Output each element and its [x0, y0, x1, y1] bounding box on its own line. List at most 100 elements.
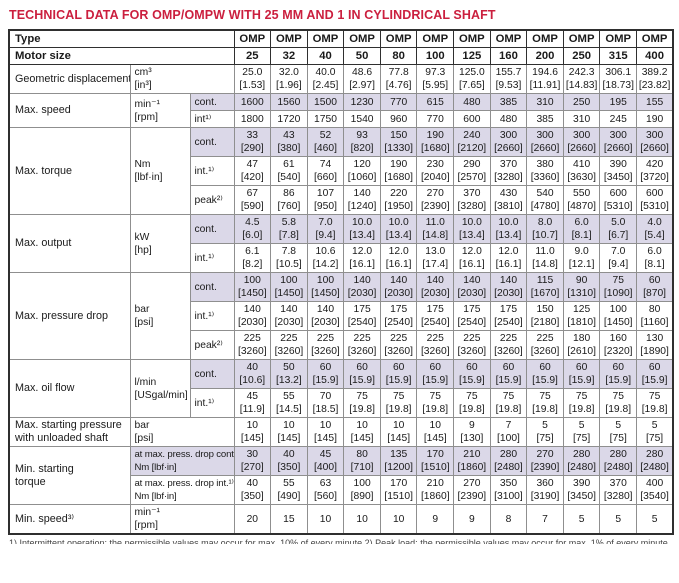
value-cell: 40 [10.6]: [233, 359, 272, 389]
value-cell: 45 [400]: [306, 446, 345, 476]
value-cell: 1750: [306, 110, 345, 128]
value-cell: 240 [2120]: [453, 127, 491, 157]
value-cell: 175 [2540]: [416, 301, 455, 331]
header-value: 200: [526, 47, 564, 65]
mode-cell: peak²⁾: [189, 185, 235, 215]
value-cell: 280 [2480]: [562, 446, 601, 476]
unit-cell: min⁻¹ [rpm]: [129, 93, 191, 128]
value-cell: 100 [1450]: [270, 272, 308, 302]
value-cell: 140 [2030]: [233, 301, 272, 331]
value-cell: 225 [3260]: [379, 330, 418, 360]
value-cell: 270 [2390]: [453, 475, 491, 505]
row-label: Max. starting pressure with unloaded shaf…: [8, 417, 131, 447]
value-cell: 140 [1240]: [343, 185, 381, 215]
value-cell: 615: [416, 93, 455, 111]
value-cell: 290 [2570]: [453, 156, 491, 186]
value-cell: 20: [233, 504, 272, 535]
value-cell: 140 [2030]: [489, 272, 528, 302]
header-value: OMP: [453, 29, 491, 48]
value-cell: 410 [3630]: [562, 156, 601, 186]
value-cell: 50 [13.2]: [270, 359, 308, 389]
header-value: 25: [233, 47, 272, 65]
value-cell: 5 [75]: [599, 417, 638, 447]
value-cell: 7.0 [9.4]: [599, 243, 638, 273]
mode-cell: int.¹⁾: [189, 388, 235, 418]
value-cell: 5: [599, 504, 638, 535]
value-cell: 10 [145]: [379, 417, 418, 447]
value-cell: 230 [2040]: [416, 156, 455, 186]
value-cell: 175 [2540]: [489, 301, 528, 331]
value-cell: 32.0 [1.96]: [270, 64, 308, 94]
unit-cell: Nm [lbf·in]: [129, 127, 191, 215]
value-cell: 9.0 [12.1]: [562, 243, 601, 273]
row-label: Max. oil flow: [8, 359, 131, 418]
value-cell: 480: [453, 93, 491, 111]
value-cell: 9: [416, 504, 455, 535]
header-value: OMP: [489, 29, 528, 48]
value-cell: 5: [636, 504, 674, 535]
value-cell: 60 [15.9]: [379, 359, 418, 389]
header-value: OMP: [270, 29, 308, 48]
value-cell: 75 [19.8]: [343, 388, 381, 418]
value-cell: 77.8 [4.76]: [379, 64, 418, 94]
value-cell: 150 [2180]: [526, 301, 564, 331]
value-cell: 7.8 [10.5]: [270, 243, 308, 273]
header-value: 250: [562, 47, 601, 65]
value-cell: 480: [489, 110, 528, 128]
value-cell: 370 [3280]: [599, 475, 638, 505]
value-cell: 225 [3260]: [233, 330, 272, 360]
mode-unit-cell: at max. press. drop int.¹⁾ Nm [lbf·in]: [129, 475, 235, 505]
value-cell: 60 [870]: [636, 272, 674, 302]
page-title: TECHNICAL DATA FOR OMP/OMPW WITH 25 MM A…: [9, 8, 496, 22]
value-cell: 225 [3260]: [453, 330, 491, 360]
value-cell: 300 [2660]: [562, 127, 601, 157]
value-cell: 33 [290]: [233, 127, 272, 157]
value-cell: 155: [636, 93, 674, 111]
value-cell: 25.0 [1.53]: [233, 64, 272, 94]
header-value: OMP: [636, 29, 674, 48]
value-cell: 74 [660]: [306, 156, 345, 186]
value-cell: 430 [3810]: [489, 185, 528, 215]
value-cell: 242.3 [14.83]: [562, 64, 601, 94]
header-value: 32: [270, 47, 308, 65]
row-label: Geometric displacement: [8, 64, 131, 94]
value-cell: 1540: [343, 110, 381, 128]
value-cell: 245: [599, 110, 638, 128]
value-cell: 270 [2390]: [416, 185, 455, 215]
value-cell: 10 [145]: [270, 417, 308, 447]
row-label: Min. starting torque: [8, 446, 131, 505]
header-value: 100: [416, 47, 455, 65]
value-cell: 10: [379, 504, 418, 535]
row-label: Max. pressure drop: [8, 272, 131, 360]
mode-cell: cont.: [189, 359, 235, 389]
value-cell: 170 [1510]: [379, 475, 418, 505]
unit-cell: bar [psi]: [129, 417, 235, 447]
datasheet-page: TECHNICAL DATA FOR OMP/OMPW WITH 25 MM A…: [8, 8, 675, 544]
value-cell: 4.5 [6.0]: [233, 214, 272, 244]
value-cell: 12.0 [16.1]: [379, 243, 418, 273]
value-cell: 195: [599, 93, 638, 111]
value-cell: 150 [1330]: [379, 127, 418, 157]
value-cell: 5 [75]: [562, 417, 601, 447]
value-cell: 280 [2480]: [489, 446, 528, 476]
header-value: OMP: [233, 29, 272, 48]
value-cell: 13.0 [17.4]: [416, 243, 455, 273]
value-cell: 300 [2660]: [599, 127, 638, 157]
value-cell: 86 [760]: [270, 185, 308, 215]
value-cell: 40 [350]: [233, 475, 272, 505]
header-value: OMP: [599, 29, 638, 48]
value-cell: 300 [2660]: [489, 127, 528, 157]
value-cell: 5.0 [6.7]: [599, 214, 638, 244]
value-cell: 61 [540]: [270, 156, 308, 186]
spec-table-body: Type OMP OMP OMP OMP OMP OMP OMP OMP OMP OMP OMP OMP…: [8, 29, 674, 535]
value-cell: 225 [3260]: [489, 330, 528, 360]
value-cell: 190 [1680]: [379, 156, 418, 186]
value-cell: 540 [4780]: [526, 185, 564, 215]
value-cell: 60 [15.9]: [416, 359, 455, 389]
value-cell: 120 [1060]: [343, 156, 381, 186]
value-cell: 107 [950]: [306, 185, 345, 215]
mode-cell: int.¹⁾: [189, 156, 235, 186]
row-label: Min. speed³⁾: [8, 504, 131, 535]
mode-cell: cont.: [189, 127, 235, 157]
mode-unit-cell: at max. press. drop cont. Nm [lbf·in]: [129, 446, 235, 476]
